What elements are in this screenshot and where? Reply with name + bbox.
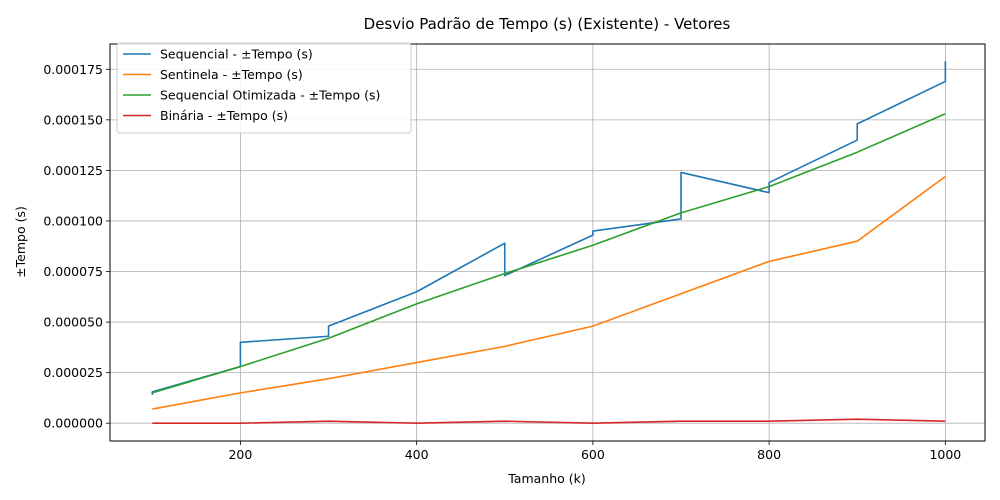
y-tick-label: 0.000025 [43, 365, 103, 380]
legend: Sequencial - ±Tempo (s) Sentinela - ±Temp… [116, 42, 412, 134]
y-tick-label: 0.000175 [43, 62, 103, 77]
x-tick-label: 400 [405, 447, 429, 462]
legend-label: Sequencial - ±Tempo (s) [160, 47, 313, 62]
series-line-2 [152, 175, 946, 410]
y-axis-ticks: 0.000000 0.000025 0.000050 0.000075 0.000100… [43, 62, 110, 431]
x-tick-label: 200 [228, 447, 252, 462]
series-line-3 [152, 113, 946, 394]
legend-label: Sequencial Otimizada - ±Tempo (s) [160, 88, 380, 103]
legend-label: Binária - ±Tempo (s) [160, 108, 288, 123]
grid [110, 44, 985, 441]
y-tick-label: 0.000000 [43, 416, 103, 431]
series-line-1 [151, 61, 947, 395]
plot-frame [109, 43, 986, 442]
y-tick-label: 0.000150 [43, 112, 103, 127]
x-tick-label: 800 [757, 447, 781, 462]
y-tick-label: 0.000050 [43, 315, 103, 330]
y-tick-label: 0.000075 [43, 264, 103, 279]
series-line-4 [152, 418, 946, 425]
x-axis-ticks: 200 400 600 800 1000 [228, 441, 961, 462]
y-axis-label: ±Tempo (s) [13, 206, 28, 278]
y-tick-label: 0.000100 [43, 213, 103, 228]
x-tick-label: 1000 [929, 447, 961, 462]
series-lines [151, 61, 947, 425]
x-axis-label: Tamanho (k) [507, 471, 586, 486]
legend-box [116, 42, 412, 134]
chart-title: Desvio Padrão de Tempo (s) (Existente) -… [364, 15, 731, 33]
legend-label: Sentinela - ±Tempo (s) [160, 67, 303, 82]
x-tick-label: 600 [581, 447, 605, 462]
y-tick-label: 0.000125 [43, 163, 103, 178]
